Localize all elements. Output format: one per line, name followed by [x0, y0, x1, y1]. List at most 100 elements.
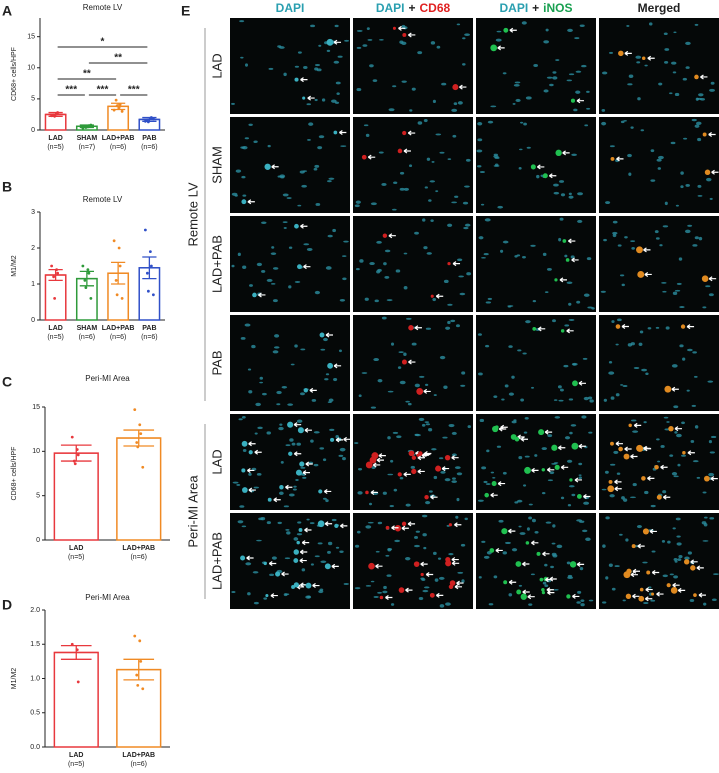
arrow — [247, 467, 255, 473]
micrograph — [476, 513, 596, 609]
arrow — [420, 561, 428, 567]
stained-cell — [411, 455, 417, 460]
nucleus — [543, 40, 550, 44]
nucleus — [685, 41, 691, 46]
stained-cell — [297, 264, 302, 270]
stained-cell — [682, 451, 686, 455]
arrow — [630, 572, 638, 578]
nucleus — [296, 419, 303, 423]
nucleus — [601, 108, 606, 112]
n-label: (n=5) — [68, 761, 85, 768]
nucleus — [583, 293, 590, 297]
data-point — [50, 264, 54, 268]
nucleus — [454, 466, 461, 469]
arrow — [268, 561, 277, 567]
nucleus — [459, 292, 466, 296]
panel-letter: B — [2, 179, 12, 195]
stained-cell — [264, 163, 271, 170]
stained-cell — [520, 593, 527, 600]
nucleus — [392, 431, 399, 434]
nucleus — [588, 431, 593, 434]
nucleus — [706, 177, 712, 182]
nucleus — [568, 73, 575, 76]
header-part: DAPI — [276, 1, 305, 15]
nucleus — [522, 256, 526, 259]
nucleus — [328, 398, 334, 402]
arrow — [686, 324, 695, 330]
micrograph — [353, 18, 473, 114]
arrow — [324, 521, 333, 527]
arrow — [335, 437, 344, 443]
nucleus — [656, 158, 662, 162]
stained-cell — [610, 441, 614, 446]
nucleus — [300, 392, 305, 396]
nucleus — [451, 201, 457, 204]
stained-cell — [562, 239, 567, 243]
nucleus — [612, 233, 617, 238]
arrow — [576, 561, 585, 567]
nucleus — [567, 576, 574, 580]
nucleus — [342, 456, 346, 461]
arrow — [710, 476, 718, 482]
data-point — [84, 126, 88, 129]
nucleus — [378, 151, 384, 154]
nucleus — [514, 81, 521, 84]
nucleus — [664, 48, 670, 51]
nucleus — [545, 521, 552, 524]
arrow — [281, 571, 289, 577]
nucleus — [268, 67, 274, 70]
nucleus — [410, 465, 416, 469]
stained-cell — [516, 589, 522, 595]
arrow — [583, 493, 591, 499]
nucleus — [370, 202, 377, 206]
stained-cell — [656, 494, 662, 500]
arrow — [633, 422, 642, 428]
nucleus — [545, 28, 549, 32]
stained-cell — [365, 490, 369, 495]
nucleus — [247, 368, 252, 371]
stained-cell — [514, 436, 520, 442]
nucleus — [354, 442, 359, 444]
nucleus — [691, 404, 697, 407]
nucleus — [322, 458, 327, 462]
stained-cell — [305, 582, 312, 589]
nucleus — [480, 203, 485, 206]
nucleus — [432, 551, 437, 555]
nucleus — [272, 267, 279, 270]
nucleus — [425, 383, 429, 386]
nucleus — [582, 357, 588, 360]
nucleus — [666, 421, 670, 423]
nucleus — [231, 590, 236, 594]
stained-cell — [702, 132, 707, 137]
nucleus — [713, 573, 719, 576]
stained-cell — [430, 294, 434, 298]
nucleus — [675, 517, 681, 521]
nucleus — [423, 586, 430, 589]
nucleus — [676, 282, 682, 285]
nucleus — [386, 574, 392, 577]
nucleus — [478, 576, 482, 579]
nucleus — [601, 71, 608, 75]
arrow — [509, 27, 517, 33]
nucleus — [273, 346, 280, 349]
nucleus — [239, 20, 245, 23]
panel-letter: A — [2, 3, 12, 19]
nucleus — [612, 231, 618, 235]
stained-cell — [701, 275, 709, 282]
stained-cell — [327, 362, 334, 369]
nucleus — [650, 504, 656, 508]
data-point — [53, 297, 57, 300]
nucleus — [454, 195, 459, 198]
nucleus — [635, 55, 642, 59]
stained-cell — [491, 481, 497, 487]
nucleus — [415, 530, 420, 533]
nucleus — [498, 519, 504, 523]
stained-cell — [371, 452, 379, 460]
nucleus — [515, 98, 521, 102]
nucleus — [314, 555, 320, 558]
nucleus — [672, 527, 676, 530]
nucleus — [294, 65, 300, 68]
nucleus — [493, 395, 498, 399]
arrow — [307, 95, 315, 101]
nucleus — [610, 463, 616, 466]
